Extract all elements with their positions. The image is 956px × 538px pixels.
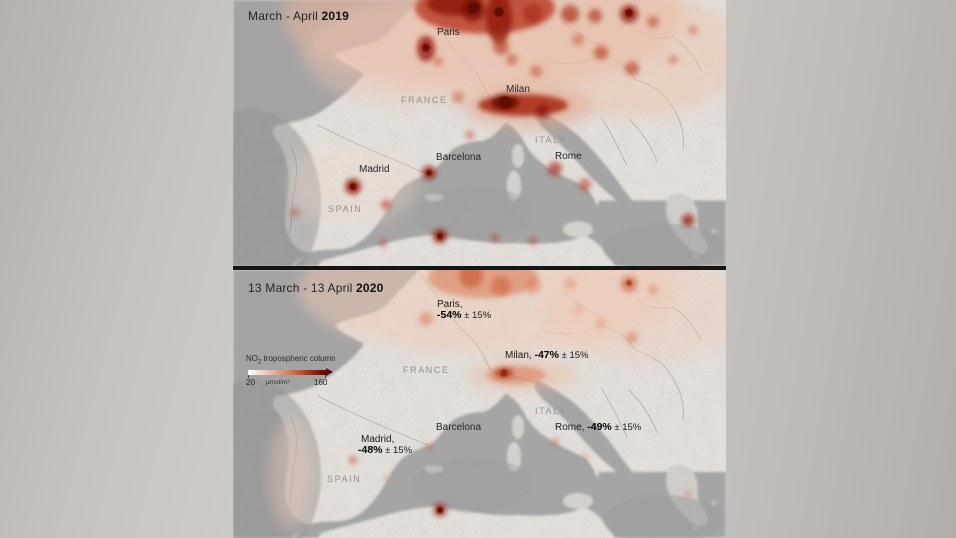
city-label-madrid: Madrid xyxy=(359,164,390,175)
title-period: March - April xyxy=(248,9,322,23)
colorbar-arrow-icon xyxy=(326,368,333,377)
country-label-italy: ITALY xyxy=(535,135,567,145)
annotation-value: -54% xyxy=(437,309,462,321)
map-title-2020: 13 March - 13 April 2020 xyxy=(248,281,384,295)
colorbar-tick-min xyxy=(248,374,249,378)
satellite-map-image: March - April 2019 Paris FRANCE Milan IT… xyxy=(233,0,726,538)
annotation-milan: Milan, -47% ± 15% xyxy=(505,349,589,362)
colorbar-tick-max xyxy=(325,374,326,378)
map-panel-2020: 13 March - 13 April 2020 Paris, -54% ± 1… xyxy=(233,270,726,538)
map-graphic-2019 xyxy=(233,0,726,266)
city-label-rome: Rome xyxy=(555,151,582,162)
city-label-milan: Milan xyxy=(506,84,530,95)
annotation-value: -47% xyxy=(534,349,559,361)
country-label-spain: SPAIN xyxy=(328,204,363,214)
legend-values: 20 μmol/m² 160 xyxy=(246,378,342,388)
country-label-spain: SPAIN xyxy=(327,474,362,484)
annotation-uncertainty: ± 15% xyxy=(382,445,413,456)
legend-title: NO2 tropospheric column xyxy=(246,354,342,366)
annotation-rome: Rome, -49% ± 15% xyxy=(555,421,642,434)
legend-max-value: 160 xyxy=(314,377,328,387)
panel-divider xyxy=(233,266,726,270)
letterbox-left xyxy=(0,0,233,538)
country-label-france: FRANCE xyxy=(403,365,450,375)
title-year: 2019 xyxy=(321,9,349,23)
annotation-uncertainty: ± 15% xyxy=(461,310,492,321)
title-period: 13 March - 13 April xyxy=(248,281,357,295)
legend-colorbar xyxy=(246,368,342,378)
legend-min-value: 20 xyxy=(246,377,255,387)
colorbar-gradient xyxy=(248,369,326,375)
legend-title-suffix: tropospheric column xyxy=(261,354,336,363)
annotation-city: Madrid, xyxy=(361,434,395,445)
legend-no2-colorbar: NO2 tropospheric column 20 μmol/m² 160 xyxy=(246,354,342,388)
city-label-paris: Paris xyxy=(437,27,460,38)
city-label-barcelona: Barcelona xyxy=(436,152,482,163)
legend-title-prefix: NO xyxy=(246,354,258,363)
annotation-city: Milan, xyxy=(505,350,532,361)
map-title-2019: March - April 2019 xyxy=(248,9,349,23)
legend-title-subscript: 2 xyxy=(258,359,262,366)
annotation-city: Rome, xyxy=(555,422,585,433)
annotation-city: Paris, xyxy=(437,299,463,310)
title-year: 2020 xyxy=(356,281,384,295)
letterbox-right xyxy=(726,0,956,538)
annotation-paris: Paris, -54% ± 15% xyxy=(437,299,491,321)
annotation-madrid: Madrid, -48% ± 15% xyxy=(358,434,412,456)
country-label-france: FRANCE xyxy=(401,95,448,105)
annotation-uncertainty: ± 15% xyxy=(558,350,589,361)
map-panel-2019: March - April 2019 Paris FRANCE Milan IT… xyxy=(233,0,726,266)
annotation-value: -48% xyxy=(358,444,383,456)
country-label-italy: ITALY xyxy=(535,406,567,416)
annotation-uncertainty: ± 15% xyxy=(611,422,642,433)
city-label-barcelona: Barcelona xyxy=(436,422,482,433)
annotation-value: -49% xyxy=(587,421,612,433)
legend-unit: μmol/m² xyxy=(266,378,290,386)
